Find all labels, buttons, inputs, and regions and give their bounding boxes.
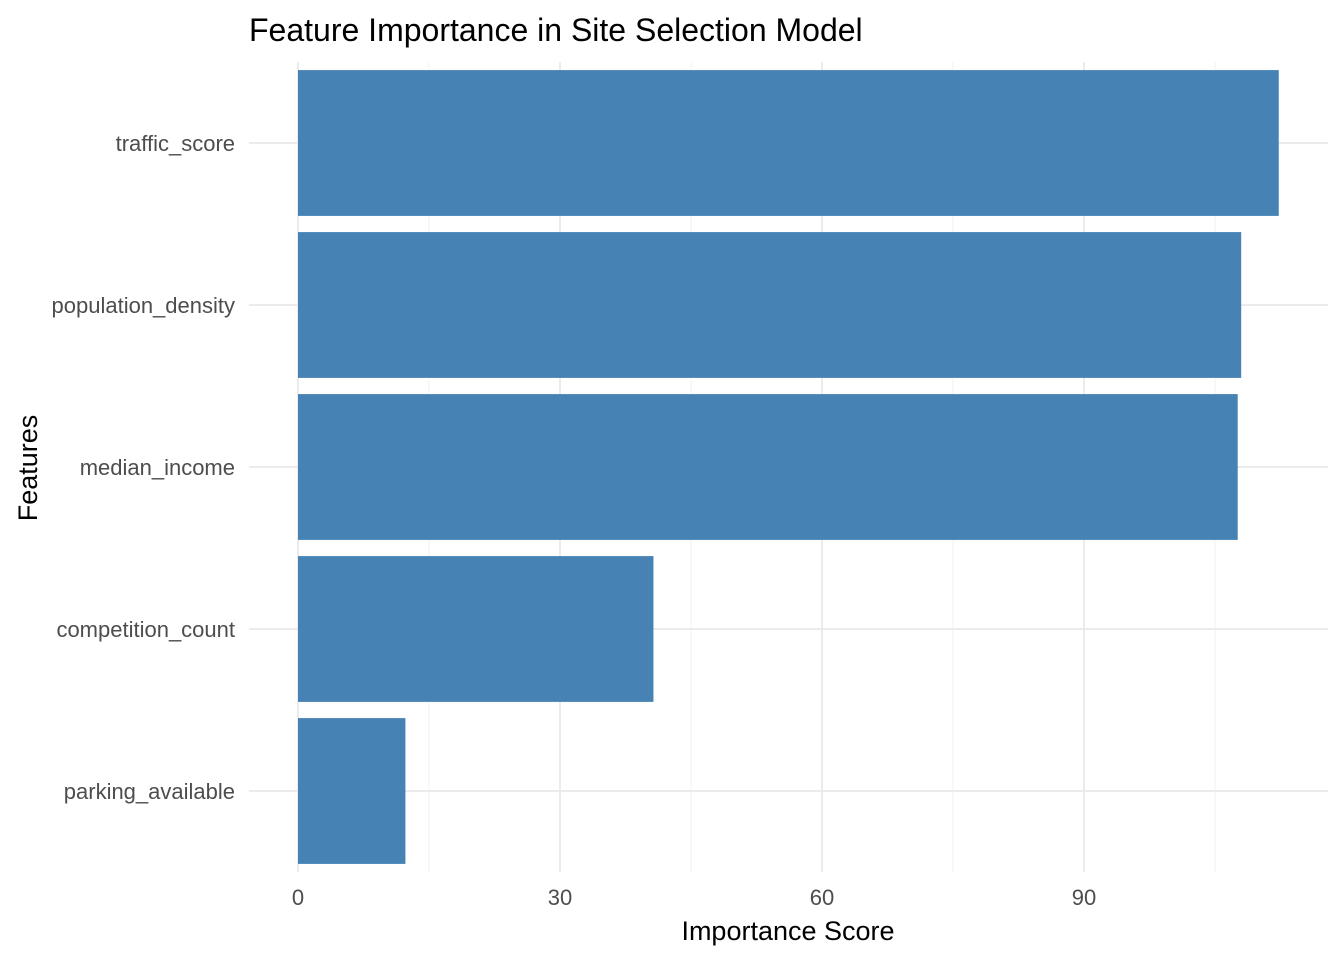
x-tick-labels: 0 30 60 90 [292, 885, 1096, 910]
bar-competition-count [298, 556, 654, 702]
bar-median-income [298, 394, 1238, 540]
x-tick-label: 60 [810, 885, 834, 910]
y-tick-label: population_density [52, 293, 235, 318]
bar-traffic-score [298, 70, 1279, 216]
y-tick-label: competition_count [56, 617, 235, 642]
bars [298, 70, 1279, 864]
y-tick-labels: traffic_score population_density median_in… [52, 131, 235, 804]
bar-parking-available [298, 718, 406, 864]
x-tick-label: 30 [548, 885, 572, 910]
x-tick-label: 90 [1072, 885, 1096, 910]
chart-title: Feature Importance in Site Selection Mod… [249, 12, 863, 48]
x-axis-title: Importance Score [681, 916, 894, 946]
x-tick-label: 0 [292, 885, 304, 910]
y-tick-label: parking_available [64, 779, 235, 804]
bar-population-density [298, 232, 1242, 378]
y-tick-label: traffic_score [116, 131, 235, 156]
y-axis-title: Features [13, 415, 43, 522]
y-tick-label: median_income [80, 455, 235, 480]
